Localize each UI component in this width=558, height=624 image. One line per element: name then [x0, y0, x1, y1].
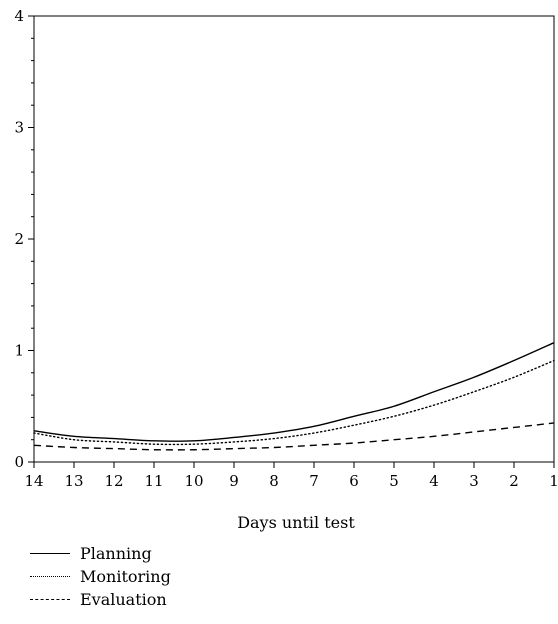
x-tick-label: 10 — [184, 472, 203, 490]
x-tick-label: 8 — [269, 472, 279, 490]
legend-label-planning: Planning — [80, 544, 152, 563]
plot-border — [33, 15, 555, 463]
legend-label-evaluation: Evaluation — [80, 590, 167, 609]
x-axis: 14 13 12 11 10 9 8 7 6 5 4 3 2 1 — [24, 462, 558, 490]
x-axis-title: Days until test — [237, 513, 355, 532]
legend: Planning Monitoring Evaluation — [30, 542, 171, 611]
legend-item-evaluation: Evaluation — [30, 588, 171, 611]
x-tick-label: 12 — [104, 472, 123, 490]
plot-frame — [33, 15, 555, 463]
x-tick-label: 2 — [509, 472, 519, 490]
series-line-monitoring — [33, 359, 555, 446]
x-tick-label: 9 — [229, 472, 239, 490]
series-line-evaluation — [33, 422, 555, 451]
x-tick-label: 11 — [144, 472, 163, 490]
legend-item-monitoring: Monitoring — [30, 565, 171, 588]
x-tick-label: 6 — [349, 472, 359, 490]
legend-label-monitoring: Monitoring — [80, 567, 171, 586]
series-lines — [33, 342, 555, 451]
y-tick-label: 2 — [14, 230, 24, 248]
legend-swatch-dashed — [30, 599, 70, 600]
x-tick-label: 4 — [429, 472, 439, 490]
x-tick-label: 14 — [24, 472, 43, 490]
x-tick-label: 7 — [309, 472, 319, 490]
y-tick-label: 0 — [14, 453, 24, 471]
y-axis: 0 1 2 3 4 — [14, 7, 34, 471]
series-line-planning — [33, 342, 555, 442]
y-tick-label: 4 — [14, 7, 24, 25]
legend-swatch-dotted — [30, 576, 70, 577]
x-tick-label: 13 — [64, 472, 83, 490]
legend-swatch-solid — [30, 553, 70, 554]
x-tick-label: 5 — [389, 472, 399, 490]
x-tick-label: 3 — [469, 472, 479, 490]
y-tick-label: 1 — [14, 342, 24, 360]
x-tick-label: 1 — [549, 472, 558, 490]
y-tick-label: 3 — [14, 119, 24, 137]
legend-item-planning: Planning — [30, 542, 171, 565]
